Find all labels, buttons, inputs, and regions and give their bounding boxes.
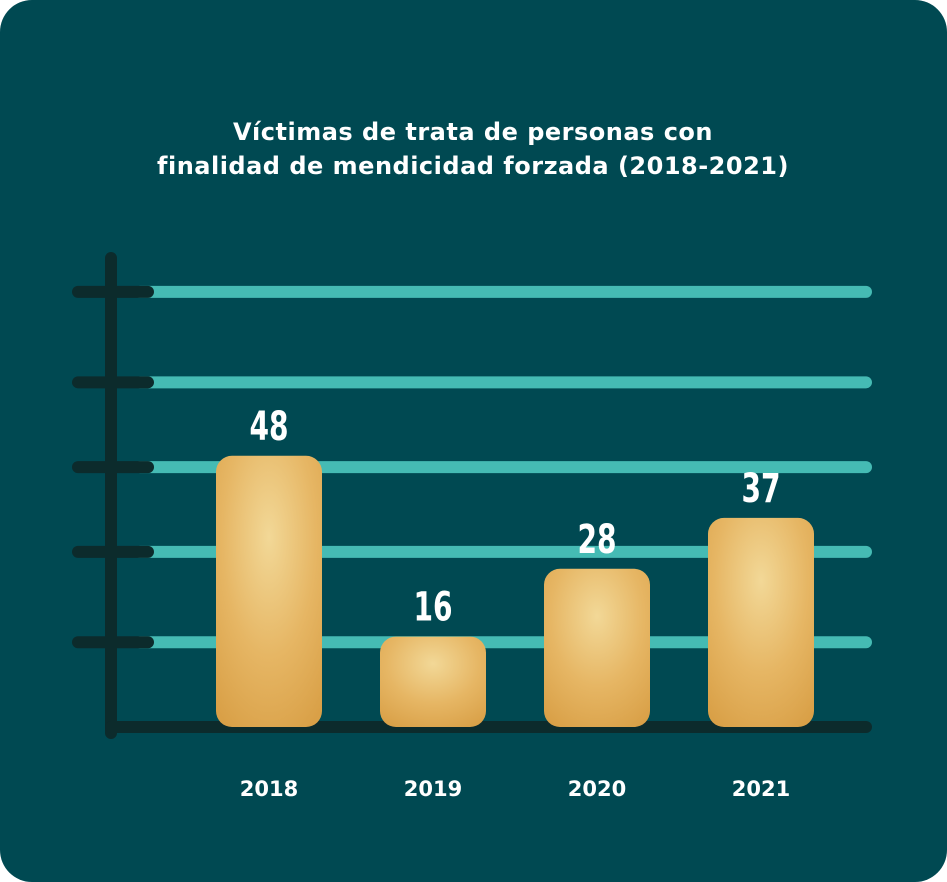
bar — [380, 636, 486, 727]
data-label: 28 — [577, 517, 616, 563]
data-label: 16 — [413, 585, 452, 631]
x-tick-label: 2018 — [240, 777, 298, 801]
chart-title: finalidad de mendicidad forzada (2018-20… — [157, 152, 789, 180]
x-tick-label: 2021 — [732, 777, 790, 801]
data-label: 37 — [741, 466, 780, 512]
data-label: 48 — [249, 404, 288, 450]
x-tick-label: 2020 — [568, 777, 626, 801]
bar — [708, 517, 814, 727]
bar — [216, 455, 322, 727]
bar — [544, 568, 650, 727]
plot-area: 2018 48 2019 16 2020 28 2021 37 — [72, 252, 872, 801]
x-tick-label: 2019 — [404, 777, 462, 801]
chart-title: Víctimas de trata de personas con — [233, 118, 713, 146]
